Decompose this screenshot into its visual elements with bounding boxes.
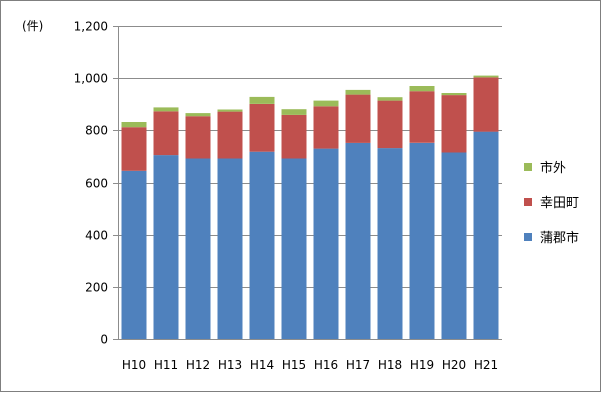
bar-segment-H21-市外 (473, 75, 499, 78)
y-tick-label: 800 (85, 124, 108, 138)
bar-segment-H20-市外 (441, 93, 467, 96)
bar-segment-H11-市外 (153, 107, 179, 112)
bar-segment-H15-蒲郡市 (281, 158, 307, 339)
x-tick-label: H18 (378, 358, 402, 372)
legend-swatch (524, 233, 532, 241)
x-tick-label: H10 (122, 358, 146, 372)
y-tick-label: 0 (100, 333, 108, 347)
bar-segment-H14-幸田町 (249, 104, 275, 152)
y-tick-label: 200 (85, 281, 108, 295)
x-tick-label: H16 (314, 358, 338, 372)
bar-segment-H16-幸田町 (313, 106, 339, 149)
bar-segment-H13-蒲郡市 (217, 158, 243, 339)
bar-segment-H17-幸田町 (345, 94, 371, 143)
y-tick-label: 1,200 (74, 20, 108, 34)
bar-segment-H17-市外 (345, 89, 371, 95)
bar-segment-H11-幸田町 (153, 111, 179, 156)
x-tick-label: H15 (282, 358, 306, 372)
x-tick-label: H19 (410, 358, 434, 372)
bar-segment-H12-蒲郡市 (185, 158, 211, 339)
y-tick-label: 400 (85, 229, 108, 243)
bar-segment-H18-蒲郡市 (377, 148, 403, 339)
bar-segment-H18-市外 (377, 97, 403, 101)
bar-segment-H13-幸田町 (217, 111, 243, 159)
y-unit-label: (件) (22, 19, 43, 33)
bar-segment-H18-幸田町 (377, 100, 403, 149)
bar-segment-H20-幸田町 (441, 95, 467, 153)
bar-segment-H10-蒲郡市 (121, 170, 147, 339)
bar-segment-H14-蒲郡市 (249, 151, 275, 339)
bar-segment-H14-市外 (249, 96, 275, 104)
bar-segment-H15-幸田町 (281, 114, 307, 159)
y-tick-label: 1,000 (74, 72, 108, 86)
legend-label: 蒲郡市 (540, 230, 579, 246)
bar-segment-H20-蒲郡市 (441, 152, 467, 339)
x-tick-label: H11 (154, 358, 178, 372)
bar-segment-H10-幸田町 (121, 127, 147, 171)
legend-swatch (524, 198, 532, 206)
bar-segment-H21-幸田町 (473, 77, 499, 132)
x-tick-label: H14 (250, 358, 274, 372)
bar-segment-H16-蒲郡市 (313, 148, 339, 339)
bar-segment-H16-市外 (313, 100, 339, 107)
x-tick-label: H20 (442, 358, 466, 372)
gridlines (118, 26, 502, 288)
bar-segment-H12-幸田町 (185, 116, 211, 159)
bar-segment-H19-蒲郡市 (409, 142, 435, 339)
bar-segment-H11-蒲郡市 (153, 155, 179, 339)
bar-segment-H19-幸田町 (409, 91, 435, 143)
bar-segment-H17-蒲郡市 (345, 142, 371, 339)
axes: 0 200 400 600 800 1,000 1,200 H10 H11 H12 H13 H14 H1… (74, 20, 502, 372)
bar-segment-H12-市外 (185, 113, 211, 117)
y-tick-label: 600 (85, 177, 108, 191)
bars (121, 75, 499, 339)
bar-segment-H21-蒲郡市 (473, 131, 499, 339)
legend-label: 幸田町 (540, 196, 579, 211)
legend-label: 市外 (540, 160, 566, 176)
bar-segment-H19-市外 (409, 86, 435, 92)
x-tick-label: H13 (218, 358, 242, 372)
bar-segment-H10-市外 (121, 122, 147, 128)
x-tick-label: H12 (186, 358, 210, 372)
x-tick-label: H17 (346, 358, 370, 372)
legend-swatch (524, 163, 532, 171)
bar-segment-H13-市外 (217, 109, 243, 112)
x-tick-label: H21 (474, 358, 498, 372)
bar-segment-H15-市外 (281, 109, 307, 115)
